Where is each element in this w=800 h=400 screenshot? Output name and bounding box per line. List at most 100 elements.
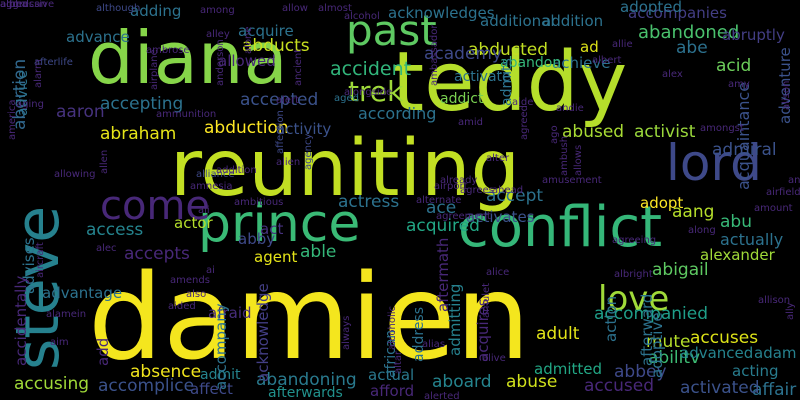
word-cloud-word: allie — [612, 39, 633, 50]
word-cloud-word: adult — [536, 324, 580, 344]
word-cloud-word: ai — [206, 265, 215, 276]
word-cloud-word: admitted — [534, 360, 603, 378]
word-cloud-word: alcoholic — [387, 305, 398, 350]
word-cloud-word: come — [100, 183, 211, 229]
word-cloud-word: agency — [303, 133, 314, 170]
word-cloud-word: alec — [96, 243, 117, 254]
word-cloud-word: allen — [99, 149, 110, 174]
word-cloud-word: accomplice — [98, 376, 195, 396]
word-cloud-word: abandoned — [638, 22, 740, 43]
word-cloud-word: affect — [190, 380, 233, 398]
word-cloud-word: action — [602, 295, 620, 342]
word-cloud-word: alison — [781, 80, 792, 110]
word-cloud-word: academy — [424, 44, 503, 64]
word-cloud-word: accompanied — [594, 304, 709, 324]
word-cloud-word: ali — [198, 205, 210, 216]
word-cloud-word: alerted — [424, 391, 460, 400]
word-cloud-word: airport — [434, 181, 468, 192]
word-cloud-word: addict — [440, 91, 484, 107]
word-cloud-word: alliance — [196, 169, 235, 180]
word-cloud-word: amnesia — [190, 181, 233, 192]
word-cloud-word: anderson — [215, 39, 226, 86]
word-cloud-word: ambassador — [429, 24, 440, 86]
word-cloud-word: abduction — [204, 118, 289, 138]
word-cloud-word: abandon — [500, 55, 562, 71]
word-cloud-word: already — [440, 175, 478, 186]
word-cloud-word: acquired — [406, 216, 480, 236]
word-cloud-word: accepting — [100, 94, 184, 114]
word-cloud-word: accompanies — [628, 4, 727, 22]
word-cloud-word: although — [96, 3, 141, 14]
word-cloud-word: acknowledges — [388, 4, 495, 22]
word-cloud-word: aang — [672, 202, 715, 222]
word-cloud-word: alcohol — [344, 11, 380, 22]
word-cloud-word: alexander — [700, 246, 775, 264]
word-cloud-word: ace — [426, 198, 457, 218]
word-cloud-word: ambrose — [146, 45, 190, 56]
word-cloud-word: alpha — [0, 0, 28, 10]
word-cloud-word: amongst — [700, 123, 744, 134]
word-cloud-word: acid — [716, 56, 752, 76]
word-cloud-word: aged — [334, 93, 359, 104]
word-cloud-word: alert — [276, 95, 300, 106]
word-cloud-word: aging — [16, 99, 44, 110]
word-cloud-word: afterlife — [34, 57, 73, 68]
word-cloud-word: prince — [198, 194, 361, 254]
word-cloud-word: advanced — [680, 344, 754, 362]
word-cloud-word: allow — [282, 3, 308, 14]
word-cloud-word: acting — [732, 362, 779, 380]
word-cloud-word: abbey — [614, 362, 667, 382]
word-cloud-word: accompany — [212, 303, 230, 390]
word-cloud-word: alamein — [46, 309, 87, 320]
word-cloud-word: conflict — [458, 195, 663, 260]
word-cloud-word: accidentally — [12, 275, 30, 366]
word-cloud-word: affair — [752, 380, 797, 400]
word-cloud-word: love — [598, 279, 670, 319]
word-cloud-word: aircraft — [35, 242, 46, 278]
word-cloud-word: add — [94, 337, 112, 366]
word-cloud-word: allison — [758, 295, 791, 306]
word-cloud-word: among — [200, 5, 235, 16]
word-cloud-word: ad — [580, 38, 599, 56]
word-cloud-word: alter — [486, 153, 510, 164]
word-cloud-word: act — [260, 220, 284, 238]
word-cloud-word: america — [7, 99, 18, 140]
word-cloud-word: allowed — [218, 52, 276, 70]
word-cloud-word: afraid — [208, 304, 252, 322]
word-cloud-word: aide — [512, 97, 534, 108]
word-cloud-word: alien — [276, 157, 301, 168]
word-cloud-word: accuses — [690, 328, 759, 348]
word-cloud-word: altar — [393, 350, 404, 374]
word-cloud-word: airfield — [766, 187, 800, 198]
word-cloud-word: abu — [720, 212, 752, 232]
word-cloud-word: albright — [614, 269, 653, 280]
word-cloud-word: aided — [168, 301, 196, 312]
word-cloud-word: reuniting — [170, 124, 521, 214]
word-cloud-word: advance — [66, 28, 130, 46]
word-cloud-word: accepts — [124, 244, 190, 264]
word-cloud-word: addition — [216, 165, 257, 176]
word-cloud-word: abducts — [242, 36, 310, 56]
word-cloud-word: activity — [276, 120, 332, 138]
word-cloud-word: address — [411, 306, 427, 362]
word-cloud-word: ammunition — [156, 109, 217, 120]
word-cloud-word: diana — [88, 16, 288, 100]
word-cloud-word: amends — [170, 275, 210, 286]
word-cloud-word: teddy — [392, 35, 628, 130]
word-cloud-word: agreeing — [612, 235, 657, 246]
word-cloud-word: abducted — [468, 40, 549, 60]
word-cloud-word: amulet — [481, 282, 492, 318]
word-cloud-word: accept — [486, 186, 544, 206]
word-cloud-word: andie — [556, 103, 584, 114]
word-cloud-word: alternate — [416, 195, 462, 206]
word-cloud-word: lord — [666, 134, 762, 192]
word-cloud-word: alice — [486, 267, 510, 278]
word-cloud-word: aim — [50, 337, 69, 348]
word-cloud-word: alex — [662, 69, 683, 80]
word-cloud-word: abe — [676, 38, 708, 58]
word-cloud-word: adopt — [640, 194, 684, 212]
word-cloud-word: adopted — [620, 0, 683, 16]
word-cloud-word: alfred — [0, 0, 29, 10]
word-cloud-word: mute — [646, 332, 691, 352]
word-cloud-word: agrees — [460, 185, 494, 196]
